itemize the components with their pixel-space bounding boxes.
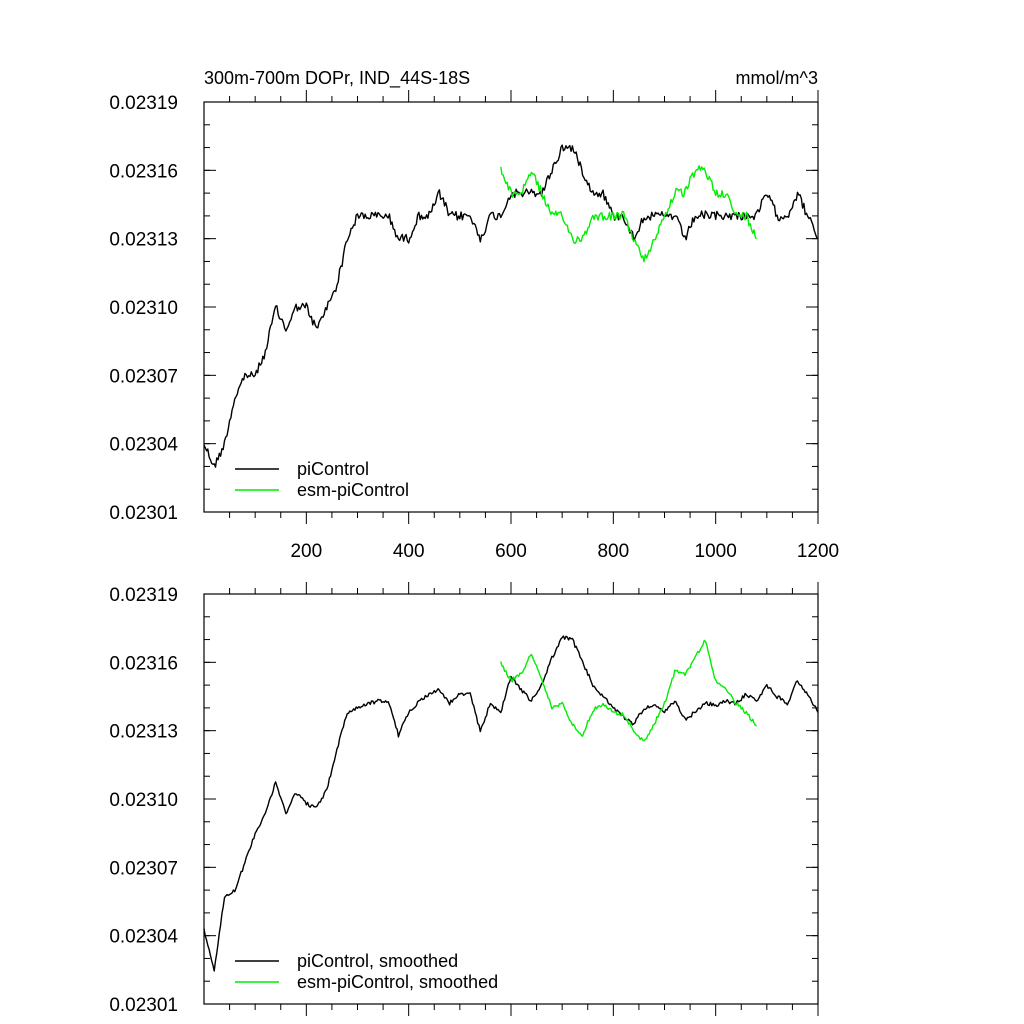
top-x-tick-label: 400 xyxy=(393,541,425,562)
top-series-line-picontrol xyxy=(203,144,819,468)
top-plot-frame xyxy=(203,101,819,513)
top-y-tick-label: 0.02301 xyxy=(109,503,178,524)
bottom-series-line-picontrol xyxy=(203,635,819,972)
top-series-line-esm-picontrol xyxy=(500,165,758,263)
top-y-tick-label: 0.02307 xyxy=(109,366,178,387)
bottom-y-tick-label: 0.02313 xyxy=(109,722,178,743)
top-chart-units: mmol/m^3 xyxy=(736,68,818,88)
top-panel: 300m-700m DOPr, IND_44S-18S mmol/m^3 0.0… xyxy=(109,68,839,562)
top-legend: piControl esm-piControl xyxy=(235,459,409,500)
bottom-lines xyxy=(203,635,819,972)
top-y-tick-label: 0.02310 xyxy=(109,298,178,319)
bottom-y-tick-label: 0.02310 xyxy=(109,790,178,811)
bottom-y-tick-label: 0.02307 xyxy=(109,858,178,879)
bottom-y-tick-label: 0.02316 xyxy=(109,653,178,674)
top-x-tick-label: 600 xyxy=(495,541,527,562)
top-ticks: 0.02301 0.02304 0.02307 0.02310 0.02313 0.023… xyxy=(109,90,839,562)
top-x-tick-label: 200 xyxy=(290,541,322,562)
top-y-tick-label: 0.02319 xyxy=(109,93,178,114)
top-legend-label-picontrol: piControl xyxy=(297,459,369,479)
bottom-y-tick-label: 0.02301 xyxy=(109,995,178,1016)
top-legend-label-esm-picontrol: esm-piControl xyxy=(297,480,409,500)
top-x-tick-label: 1000 xyxy=(695,541,737,562)
top-chart-title: 300m-700m DOPr, IND_44S-18S xyxy=(204,68,470,89)
top-x-tick-label: 1200 xyxy=(797,541,839,562)
top-y-tick-label: 0.02316 xyxy=(109,161,178,182)
top-x-tick-label: 800 xyxy=(597,541,629,562)
top-y-tick-label: 0.02304 xyxy=(109,435,178,456)
bottom-ticks: 0.02301 0.02304 0.02307 0.02310 0.02313 0.023… xyxy=(109,582,819,1016)
bottom-legend: piControl, smoothed esm-piControl, smoot… xyxy=(235,951,498,992)
bottom-y-tick-label: 0.02304 xyxy=(109,927,178,948)
bottom-legend-label-picontrol: piControl, smoothed xyxy=(297,951,458,971)
top-lines xyxy=(203,144,819,468)
bottom-legend-label-esm-picontrol: esm-piControl, smoothed xyxy=(297,972,498,992)
top-y-tick-label: 0.02313 xyxy=(109,230,178,251)
bottom-panel: 0.02301 0.02304 0.02307 0.02310 0.02313 0.023… xyxy=(109,582,819,1016)
bottom-plot-frame xyxy=(203,593,819,1005)
bottom-series-line-esm-picontrol xyxy=(500,639,758,742)
bottom-y-tick-label: 0.02319 xyxy=(109,585,178,606)
